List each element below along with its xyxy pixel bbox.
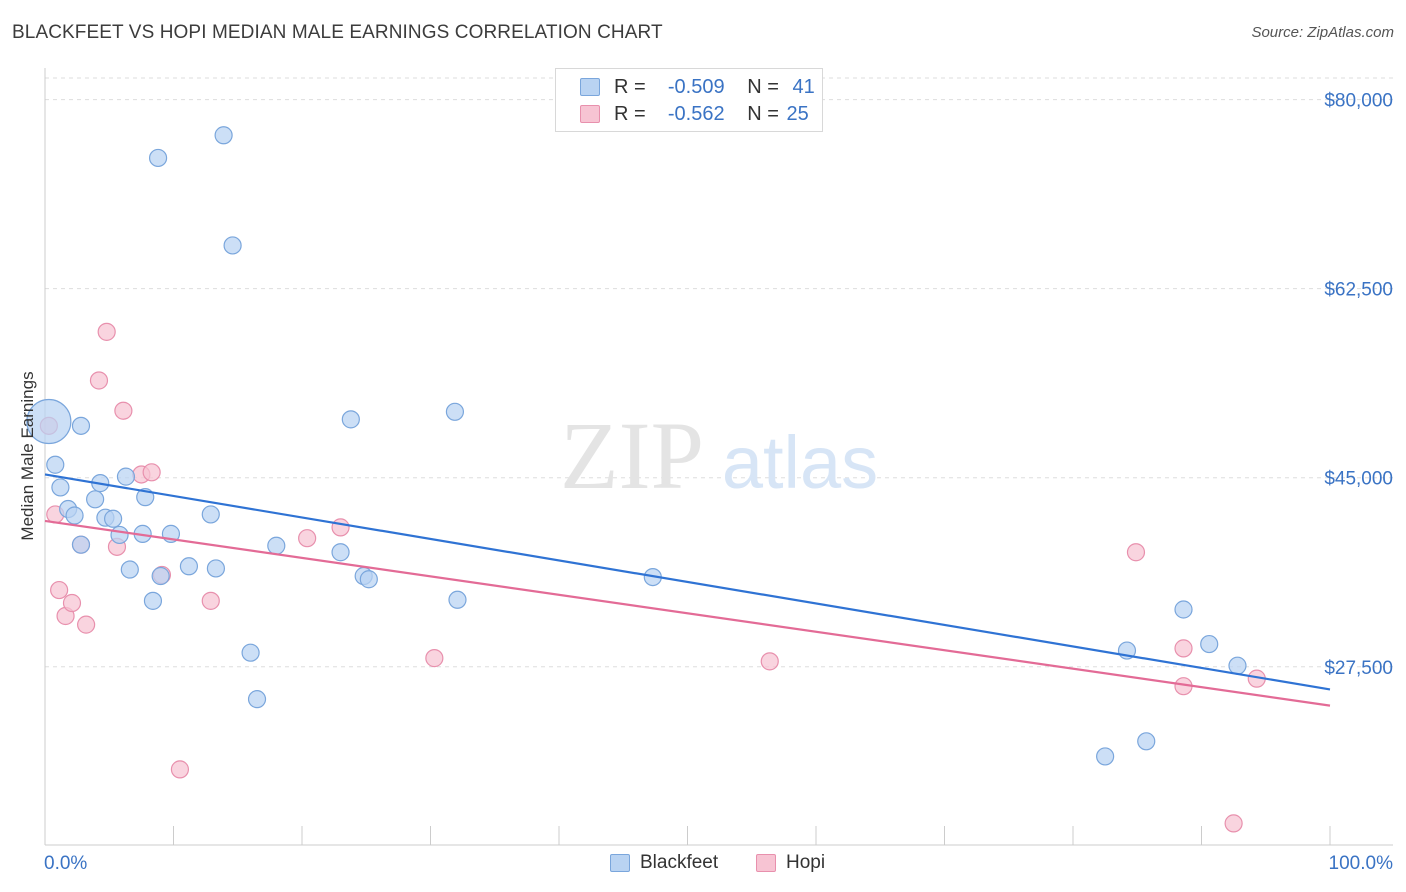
- y-tick-label: $80,000: [1324, 91, 1393, 112]
- blackfeet-point: [267, 536, 286, 555]
- blackfeet-point: [445, 402, 465, 421]
- hopi-point: [1126, 543, 1146, 562]
- hopi-point: [201, 591, 220, 610]
- hopi-point: [114, 401, 133, 420]
- blackfeet-point: [331, 543, 350, 562]
- blackfeet-point: [359, 570, 378, 589]
- blackfeet-trend-line: [44, 473, 1331, 691]
- r-value-hopi: -0.562: [667, 102, 725, 125]
- gridlines: [45, 77, 1393, 668]
- blackfeet-point: [46, 455, 65, 474]
- watermark-zip: ZIP: [560, 402, 704, 509]
- blackfeet-point: [151, 566, 170, 586]
- blackfeet-point: [65, 506, 84, 525]
- blackfeet-point: [201, 505, 220, 524]
- x-tick-label-max: 100.0%: [1329, 853, 1394, 874]
- blackfeet-point: [448, 590, 467, 609]
- watermark-atlas: atlas: [722, 421, 878, 504]
- hopi-point: [298, 529, 317, 548]
- blackfeet-point: [1096, 747, 1115, 766]
- n-value-hopi: 25: [786, 102, 809, 125]
- blackfeet-point: [1137, 732, 1156, 751]
- blackfeet-swatch: [610, 854, 630, 872]
- blackfeet-point: [206, 559, 226, 578]
- blackfeet-point: [1174, 600, 1193, 619]
- blackfeet-point: [241, 643, 260, 662]
- hopi-swatch: [756, 854, 776, 872]
- hopi-point: [1174, 639, 1193, 658]
- chart-title: BLACKFEET VS HOPI MEDIAN MALE EARNINGS C…: [12, 22, 663, 43]
- axes: [44, 68, 1393, 846]
- blackfeet-swatch: [580, 78, 600, 96]
- hopi-point: [62, 593, 82, 613]
- legend-label-hopi: Hopi: [786, 852, 826, 873]
- watermark: ZIP atlas: [560, 402, 878, 509]
- y-tick-label: $62,500: [1324, 280, 1393, 301]
- r-label: R =: [614, 102, 646, 125]
- blackfeet-point: [51, 478, 70, 497]
- trend-lines: [44, 473, 1331, 707]
- legend-item-hopi: Hopi: [756, 852, 825, 874]
- n-label: N =: [747, 102, 779, 125]
- legend-row-hopi: R = -0.562 N = 25: [580, 102, 809, 126]
- hopi-point: [77, 615, 96, 634]
- blackfeet-point: [116, 467, 136, 486]
- legend-item-blackfeet: Blackfeet: [610, 852, 718, 874]
- hopi-point: [1224, 814, 1243, 833]
- blackfeet-point: [71, 416, 91, 435]
- blackfeet-point: [1228, 656, 1247, 675]
- x-tick-labels: 0.0% 100.0%: [44, 853, 1393, 874]
- y-axis-label: Median Male Earnings: [18, 371, 37, 541]
- y-tick-label: $27,500: [1324, 658, 1393, 679]
- hopi-point: [89, 371, 109, 390]
- blackfeet-point: [86, 490, 105, 509]
- blackfeet-point: [143, 591, 163, 610]
- hopi-swatch: [580, 105, 600, 123]
- blackfeet-points: [26, 126, 1247, 766]
- correlation-legend: R = -0.509 N = 41 R = -0.562 N = 25: [555, 68, 823, 132]
- hopi-point: [331, 518, 350, 537]
- y-tick-labels: $80,000 $62,500 $45,000 $27,500: [1324, 91, 1393, 679]
- blackfeet-point: [223, 236, 242, 255]
- n-label: N =: [747, 75, 779, 98]
- blackfeet-point: [120, 560, 139, 579]
- blackfeet-point: [110, 525, 129, 545]
- y-tick-label: $45,000: [1324, 469, 1393, 490]
- source-label: Source: ZipAtlas.com: [1251, 24, 1394, 41]
- hopi-trend-line: [44, 519, 1331, 707]
- r-value-blackfeet: -0.509: [667, 75, 725, 98]
- n-value-blackfeet: 41: [792, 75, 815, 98]
- series-legend: Blackfeet Hopi: [0, 852, 1406, 876]
- hopi-point: [760, 652, 779, 671]
- blackfeet-point: [26, 398, 72, 445]
- blackfeet-point: [104, 509, 123, 528]
- hopi-point: [97, 322, 116, 341]
- hopi-point: [142, 463, 161, 482]
- hopi-point: [50, 580, 69, 600]
- blackfeet-point: [179, 557, 199, 576]
- legend-row-blackfeet: R = -0.509 N = 41: [580, 75, 815, 99]
- blackfeet-point: [214, 126, 233, 145]
- x-tick-label-min: 0.0%: [44, 853, 87, 874]
- blackfeet-point: [247, 690, 267, 709]
- blackfeet-point: [341, 410, 360, 429]
- blackfeet-point: [71, 535, 91, 554]
- r-label: R =: [614, 75, 646, 98]
- blackfeet-point: [1200, 634, 1219, 654]
- blackfeet-point: [148, 148, 168, 168]
- hopi-point: [425, 649, 444, 668]
- hopi-point: [170, 760, 190, 779]
- legend-label-blackfeet: Blackfeet: [640, 852, 719, 873]
